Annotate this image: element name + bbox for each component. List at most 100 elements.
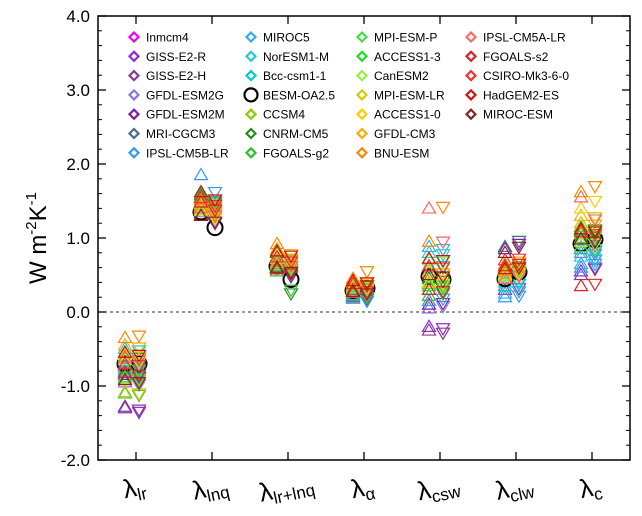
up-triangle-marker [421,282,437,295]
down-triangle-marker [587,212,603,225]
down-triangle-marker [435,323,451,336]
down-triangle-marker [283,288,299,302]
down-triangle-marker [359,286,375,299]
up-triangle-marker [573,200,589,214]
up-triangle-marker [117,384,133,398]
legend-diamond-icon [355,30,369,44]
down-triangle-marker [207,194,223,208]
up-triangle-marker [345,276,361,290]
legend-diamond-icon [355,50,369,63]
series-bnu-esm [117,181,603,344]
up-triangle-marker [345,277,361,291]
y-tick-label: 1.0 [66,229,90,248]
y-tick-label: -1.0 [61,377,90,396]
down-triangle-marker [435,262,451,276]
up-triangle-marker [497,245,513,258]
up-triangle-marker [421,276,437,290]
down-triangle-marker [207,200,223,214]
legend-diamond-icon [464,69,478,82]
legend-diamond-icon [244,127,258,140]
legend-diamond-icon [355,146,369,159]
down-triangle-marker [359,266,375,279]
y-axis-label-group: W m-2K-1 [23,192,52,284]
down-triangle-marker [511,238,527,252]
down-triangle-marker [435,255,451,268]
up-triangle-marker [269,258,285,272]
down-triangle-marker [587,225,603,239]
legend-entry: BNU-ESM [355,146,429,160]
legend-label: MRI-CGCM3 [146,127,216,141]
down-triangle-marker [511,241,527,255]
down-triangle-marker [435,271,451,285]
series-bcc-csm1-1 [117,194,603,359]
series-miroc-esm [117,208,603,390]
legend-diamond-icon [127,108,141,121]
chart-marks [116,167,604,420]
down-triangle-marker [131,406,147,420]
up-triangle-marker [269,259,285,273]
legend-entry: GISS-E2-R [127,50,206,64]
down-triangle-marker [587,238,603,252]
down-triangle-marker [587,195,603,209]
up-triangle-marker [573,208,589,221]
legend-diamond-icon [355,108,369,121]
up-triangle-marker [497,261,513,275]
up-triangle-marker [193,199,209,213]
down-triangle-marker [283,266,299,280]
down-triangle-marker [359,284,375,298]
down-triangle-marker [435,236,451,250]
up-triangle-marker [497,289,513,303]
down-triangle-marker [587,229,603,242]
legend-label: MPI-ESM-LR [374,88,445,102]
legend-entry: CanESM2 [355,69,429,83]
up-triangle-marker [573,248,589,262]
legend-label: CanESM2 [374,69,429,83]
down-triangle-marker [587,226,603,240]
down-triangle-marker [435,275,451,289]
up-triangle-marker [193,194,209,208]
up-triangle-marker [497,285,513,299]
down-triangle-marker [131,369,147,383]
y-tick-label: -2.0 [61,451,90,470]
down-triangle-marker [131,349,147,363]
up-triangle-marker [345,282,361,295]
down-triangle-marker [283,250,299,264]
legend: Inmcm4 GISS-E2-R GISS-E2-H GFDL-ESM2G GFDL-E… [127,30,569,160]
series-gfdl-cm3 [117,199,603,356]
down-triangle-marker [207,209,223,223]
down-triangle-marker [207,216,223,230]
legend-label: Bcc-csm1-1 [263,69,327,83]
legend-diamond-icon [355,69,369,82]
legend-entry: MIROC-ESM [464,108,553,122]
legend-entry: NorESM1-M [244,50,329,64]
down-triangle-marker [511,271,527,285]
legend-entry: GISS-E2-H [127,69,206,83]
legend-label: BNU-ESM [374,146,429,160]
legend-entry: Inmcm4 [127,31,189,45]
legend-diamond-icon [355,88,369,101]
down-triangle-marker [131,351,147,365]
y-tick-label: 3.0 [66,81,90,100]
legend-diamond-icon [127,88,141,101]
up-triangle-marker [421,278,437,292]
legend-label: MIROC-ESM [483,108,553,122]
down-triangle-marker [359,281,375,295]
legend-label: GFDL-ESM2G [146,88,224,102]
legend-diamond-icon [355,127,369,140]
legend-entry: Bcc-csm1-1 [244,69,327,83]
legend-label: CSIRO-Mk3-6-0 [483,69,569,83]
y-axis-label: W m-2K-1 [23,192,52,284]
up-triangle-marker [193,208,209,221]
up-triangle-marker [497,256,513,270]
down-triangle-marker [435,288,451,302]
down-triangle-marker [283,258,299,271]
x-category-label: λc [576,470,604,507]
series-hadgem2-es [117,184,603,363]
down-triangle-marker [359,288,375,302]
down-triangle-marker [359,277,375,291]
series-cnrm-cm5 [117,187,603,366]
up-triangle-marker [193,191,209,205]
up-triangle-marker [117,369,133,383]
up-triangle-marker [421,258,437,272]
